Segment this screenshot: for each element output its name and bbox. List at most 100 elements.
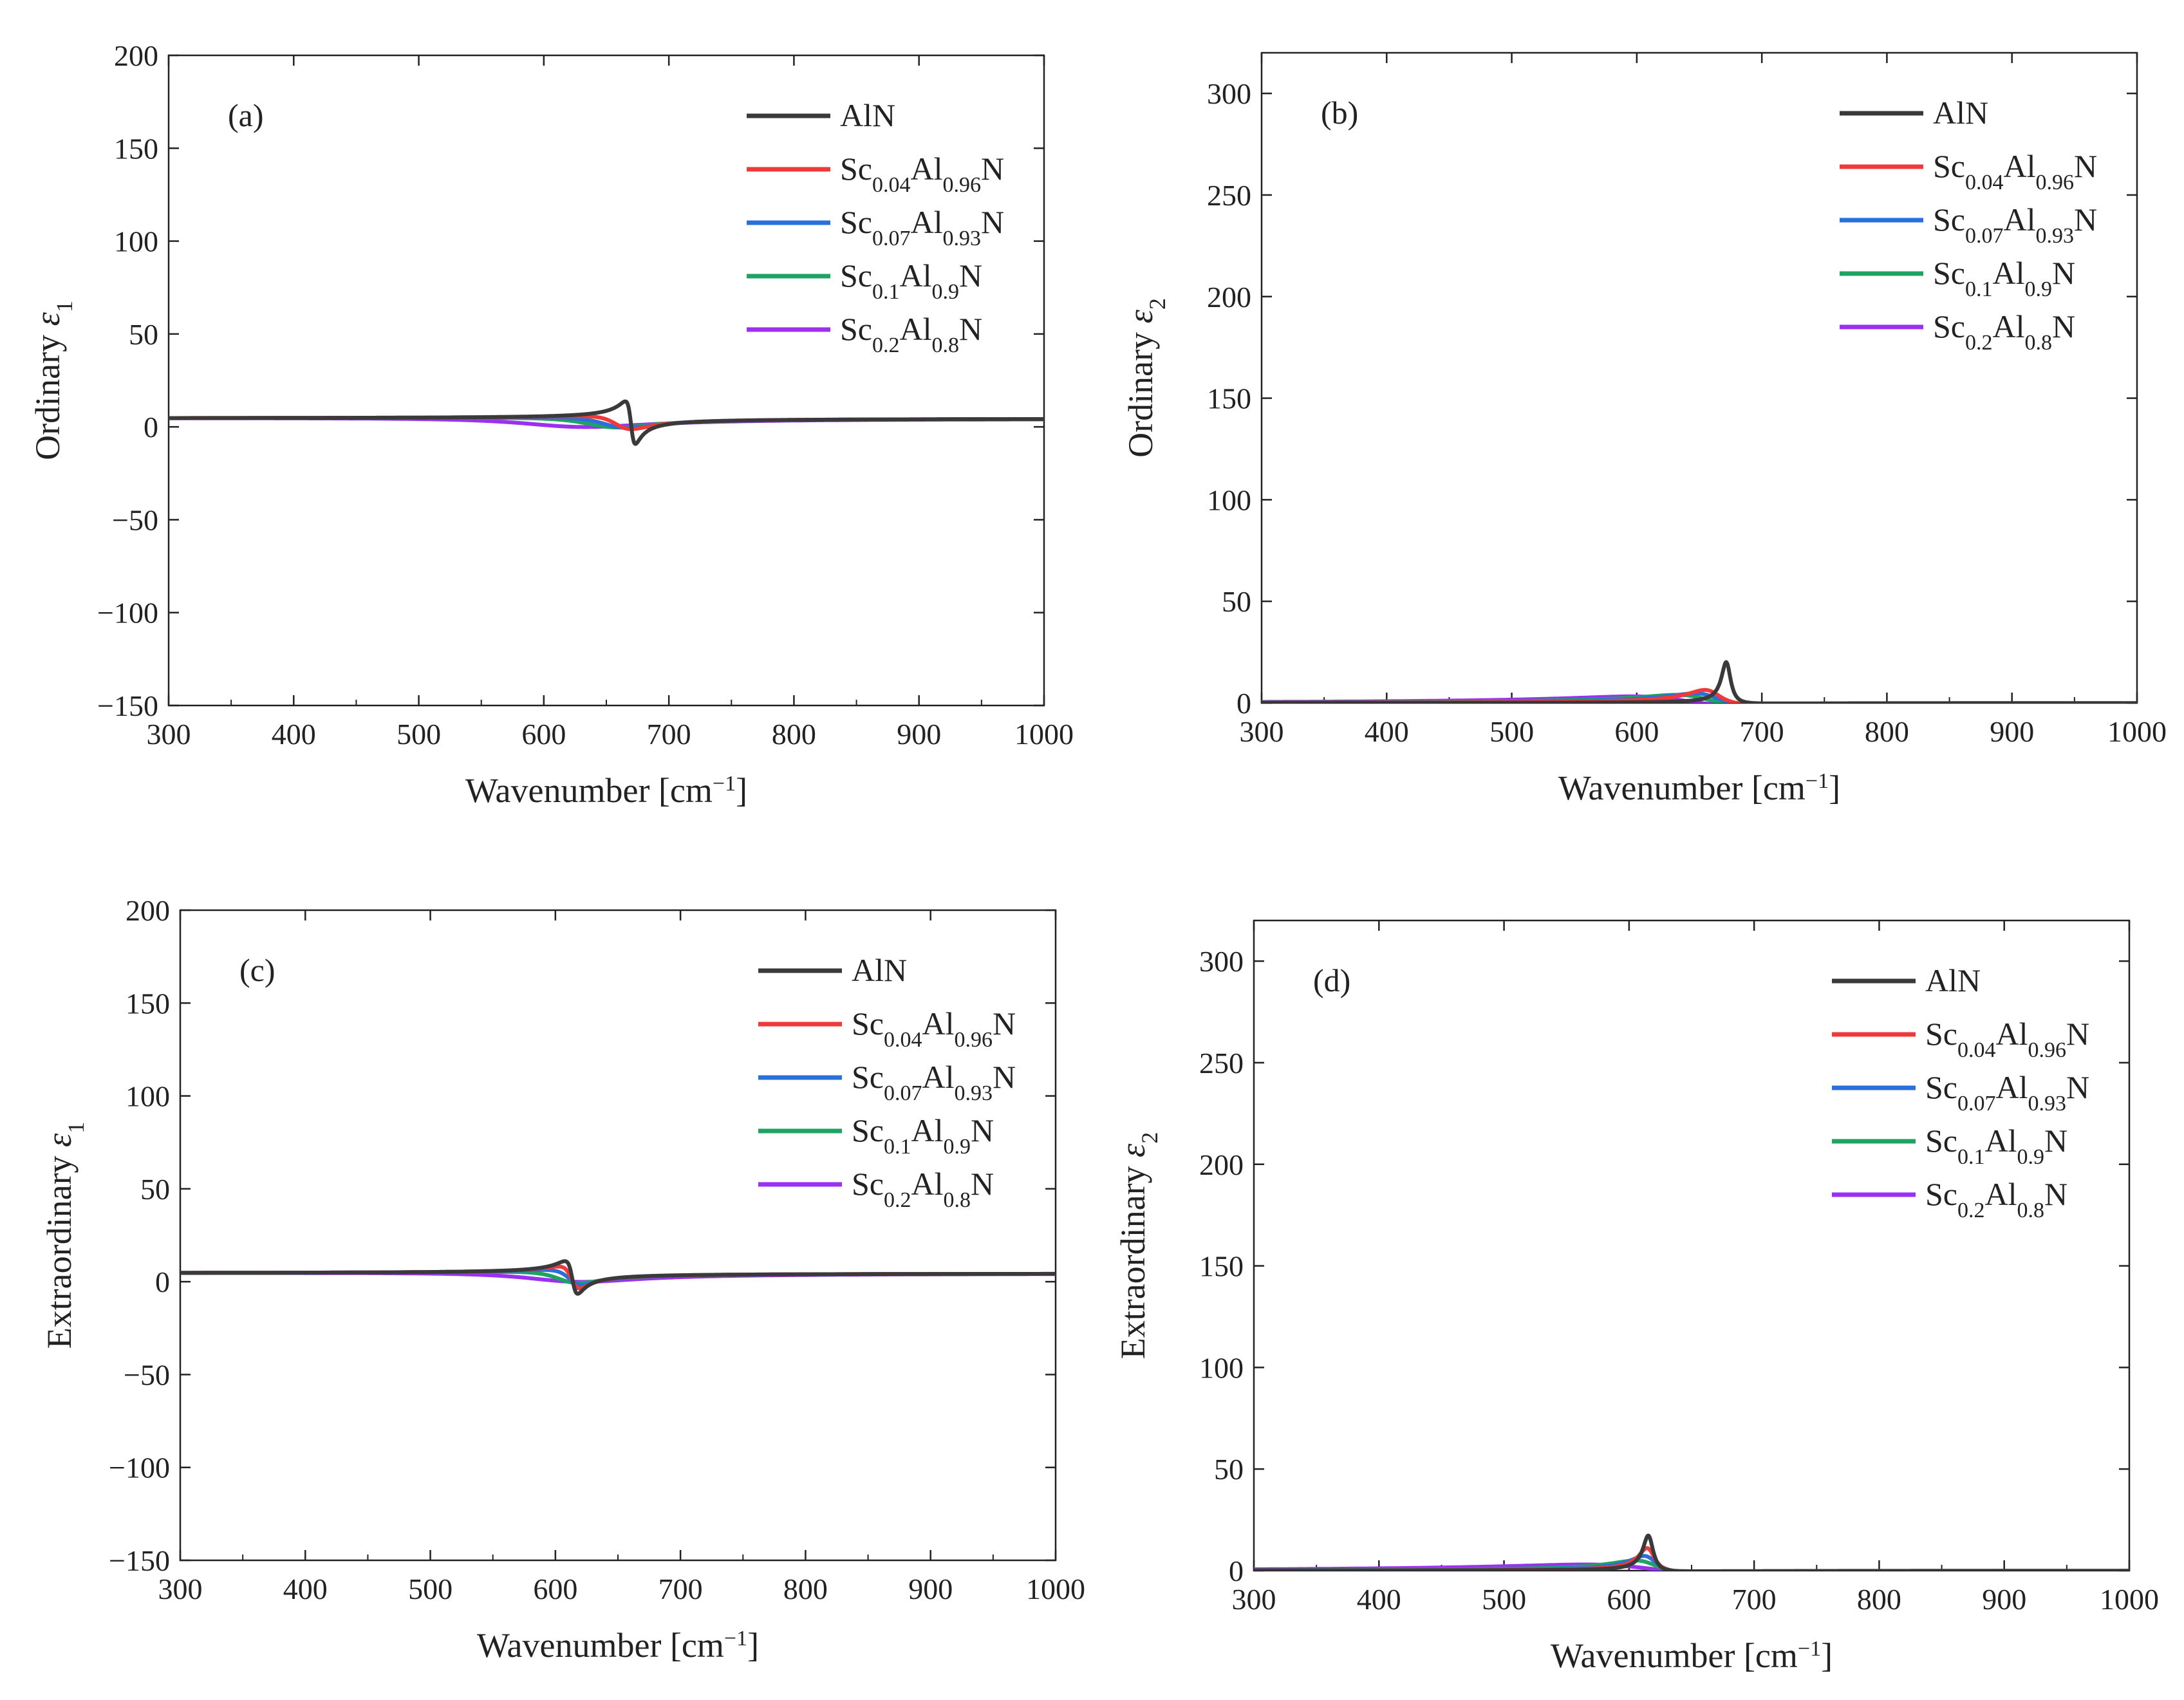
x-tick-label: 1000 bbox=[1026, 1573, 1085, 1605]
y-tick-label: 150 bbox=[1199, 1250, 1244, 1283]
x-tick-label: 800 bbox=[772, 718, 816, 751]
legend-label-sc02: Sc0.2Al0.8N bbox=[852, 1166, 994, 1212]
x-tick-label: 900 bbox=[908, 1573, 953, 1605]
y-tick-label: 0 bbox=[144, 411, 158, 444]
x-tick-label: 300 bbox=[158, 1573, 203, 1605]
y-tick-label: 300 bbox=[1199, 945, 1244, 978]
y-tick-label: −50 bbox=[112, 503, 158, 536]
x-tick-label: 700 bbox=[658, 1573, 703, 1605]
chart-panel-1: 300 400 500 600 700 800 900 1000 0 50 100 150 200 250… bbox=[1121, 51, 2167, 807]
y-tick-label: −150 bbox=[109, 1544, 170, 1577]
panel-label: (c) bbox=[239, 952, 275, 988]
series-line-aln bbox=[180, 1259, 1056, 1296]
legend-label-sc007: Sc0.07Al0.93N bbox=[1925, 1069, 2089, 1116]
x-tick-label: 900 bbox=[1990, 715, 2034, 748]
y-tick-label: 50 bbox=[129, 318, 158, 351]
x-axis-label: Wavenumber [cm−1] bbox=[1551, 1636, 1833, 1675]
panel-label: (a) bbox=[228, 97, 264, 133]
legend-label-sc02: Sc0.2Al0.8N bbox=[840, 311, 982, 357]
x-tick-label: 1000 bbox=[2107, 715, 2167, 748]
series-line-aln bbox=[1262, 660, 2137, 703]
y-tick-label: 50 bbox=[1222, 585, 1251, 618]
y-tick-label: −150 bbox=[97, 689, 158, 722]
legend-label-sc02: Sc0.2Al0.8N bbox=[1925, 1176, 2067, 1222]
y-tick-label: 200 bbox=[1207, 281, 1251, 313]
legend-label-aln: AlN bbox=[1925, 962, 1981, 998]
x-tick-label: 500 bbox=[408, 1573, 453, 1605]
y-tick-label: 200 bbox=[126, 894, 170, 927]
y-axis-label: Extraordinary ε1 bbox=[40, 1122, 89, 1349]
x-tick-label: 600 bbox=[1607, 1583, 1651, 1616]
y-tick-label: 200 bbox=[1199, 1148, 1244, 1181]
y-axis-label: Ordinary ε2 bbox=[1121, 298, 1170, 458]
legend-label-sc004: Sc0.04Al0.96N bbox=[840, 151, 1004, 197]
x-tick-label: 300 bbox=[1240, 715, 1284, 748]
y-tick-label: 50 bbox=[140, 1173, 170, 1206]
x-tick-label: 800 bbox=[783, 1573, 828, 1605]
x-tick-label: 800 bbox=[1865, 715, 1909, 748]
legend-label-sc01: Sc0.1Al0.9N bbox=[1925, 1123, 2067, 1169]
legend-label-aln: AlN bbox=[852, 952, 907, 988]
x-tick-label: 800 bbox=[1857, 1583, 1901, 1616]
y-tick-label: 0 bbox=[1237, 687, 1251, 720]
x-tick-label: 400 bbox=[272, 718, 316, 751]
x-axis-label: Wavenumber [cm−1] bbox=[477, 1626, 759, 1665]
x-tick-label: 1000 bbox=[2100, 1583, 2159, 1616]
y-axis-label: Ordinary ε1 bbox=[28, 301, 77, 460]
y-tick-label: −100 bbox=[97, 597, 158, 630]
legend-label-sc007: Sc0.07Al0.93N bbox=[1933, 201, 2097, 248]
legend-label-sc007: Sc0.07Al0.93N bbox=[840, 204, 1004, 250]
legend-label-sc007: Sc0.07Al0.93N bbox=[852, 1059, 1016, 1105]
legend-label-sc01: Sc0.1Al0.9N bbox=[840, 257, 982, 304]
y-tick-label: 250 bbox=[1207, 179, 1251, 212]
y-tick-label: 150 bbox=[1207, 382, 1251, 415]
x-tick-label: 700 bbox=[647, 718, 691, 751]
chart-panel-3: 300 400 500 600 700 800 900 1000 0 50 100 150 200 250… bbox=[1114, 919, 2159, 1675]
panel-label: (d) bbox=[1313, 962, 1350, 998]
x-tick-label: 900 bbox=[1982, 1583, 2026, 1616]
y-tick-label: 100 bbox=[1207, 483, 1251, 516]
y-tick-label: −100 bbox=[109, 1452, 170, 1484]
chart-panel-2: 300 400 500 600 700 800 900 1000 −150 −100 −50 0 50 1… bbox=[40, 894, 1085, 1665]
legend-label-sc004: Sc0.04Al0.96N bbox=[852, 1005, 1016, 1052]
x-tick-label: 600 bbox=[533, 1573, 577, 1605]
legend-label-sc004: Sc0.04Al0.96N bbox=[1933, 148, 2097, 194]
x-tick-label: 1000 bbox=[1014, 718, 1074, 751]
x-tick-label: 700 bbox=[1740, 715, 1784, 748]
y-tick-label: 100 bbox=[1199, 1351, 1244, 1384]
y-tick-label: −50 bbox=[124, 1358, 170, 1391]
x-tick-label: 400 bbox=[1365, 715, 1409, 748]
series-line-aln bbox=[1254, 1533, 2129, 1571]
x-tick-label: 700 bbox=[1732, 1583, 1777, 1616]
legend-label-aln: AlN bbox=[840, 97, 895, 133]
legend-label-sc01: Sc0.1Al0.9N bbox=[1933, 255, 2075, 301]
x-tick-label: 300 bbox=[147, 718, 191, 751]
chart-panel-0: 300 400 500 600 700 800 900 1000 −150 −100 −50 0 50 1… bbox=[28, 39, 1074, 810]
x-tick-label: 900 bbox=[897, 718, 941, 751]
y-tick-label: 0 bbox=[1229, 1555, 1244, 1587]
y-tick-label: 300 bbox=[1207, 77, 1251, 110]
legend-label-sc004: Sc0.04Al0.96N bbox=[1925, 1016, 2089, 1062]
x-tick-label: 500 bbox=[1489, 715, 1534, 748]
x-tick-label: 400 bbox=[1357, 1583, 1401, 1616]
x-tick-label: 500 bbox=[1482, 1583, 1526, 1616]
y-tick-label: 0 bbox=[155, 1266, 170, 1298]
panel-label: (b) bbox=[1321, 95, 1358, 131]
series-line-aln bbox=[169, 399, 1044, 446]
y-tick-label: 250 bbox=[1199, 1047, 1244, 1079]
x-tick-label: 400 bbox=[283, 1573, 328, 1605]
y-tick-label: 150 bbox=[126, 987, 170, 1020]
legend-label-sc01: Sc0.1Al0.9N bbox=[852, 1112, 994, 1159]
y-axis-label: Extraordinary ε2 bbox=[1114, 1132, 1162, 1359]
x-axis-label: Wavenumber [cm−1] bbox=[1558, 769, 1840, 807]
y-tick-label: 100 bbox=[126, 1080, 170, 1113]
x-tick-label: 500 bbox=[397, 718, 441, 751]
legend-label-aln: AlN bbox=[1933, 95, 1988, 131]
y-tick-label: 150 bbox=[114, 132, 158, 165]
y-tick-label: 50 bbox=[1214, 1453, 1244, 1486]
x-tick-label: 600 bbox=[1614, 715, 1659, 748]
legend-label-sc02: Sc0.2Al0.8N bbox=[1933, 308, 2075, 355]
x-tick-label: 300 bbox=[1232, 1583, 1276, 1616]
x-tick-label: 600 bbox=[521, 718, 566, 751]
